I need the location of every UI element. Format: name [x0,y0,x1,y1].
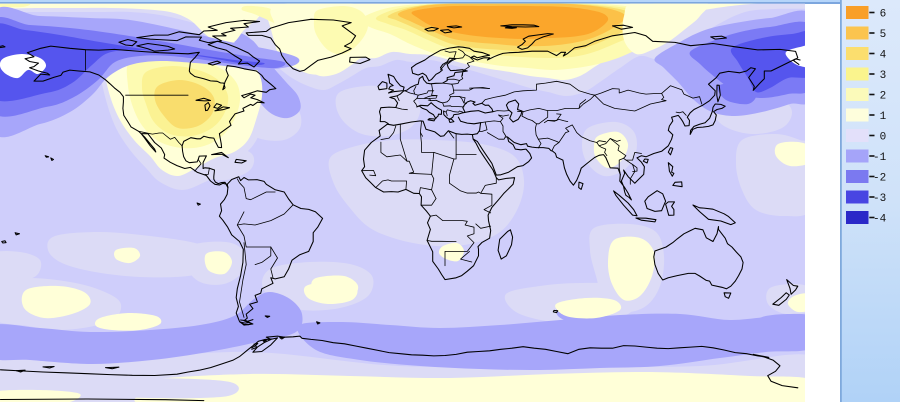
svg-text:3: 3 [880,70,887,82]
svg-text:-2: -2 [873,173,886,185]
svg-text:6: 6 [880,9,887,21]
svg-text:-3: -3 [873,193,886,205]
svg-text:-4: -4 [873,214,887,226]
svg-text:1: 1 [880,111,887,123]
svg-text:0: 0 [880,132,887,144]
svg-text:4: 4 [880,50,887,62]
svg-text:5: 5 [880,29,887,41]
svg-text:-1: -1 [873,152,887,164]
svg-text:2: 2 [880,91,887,103]
